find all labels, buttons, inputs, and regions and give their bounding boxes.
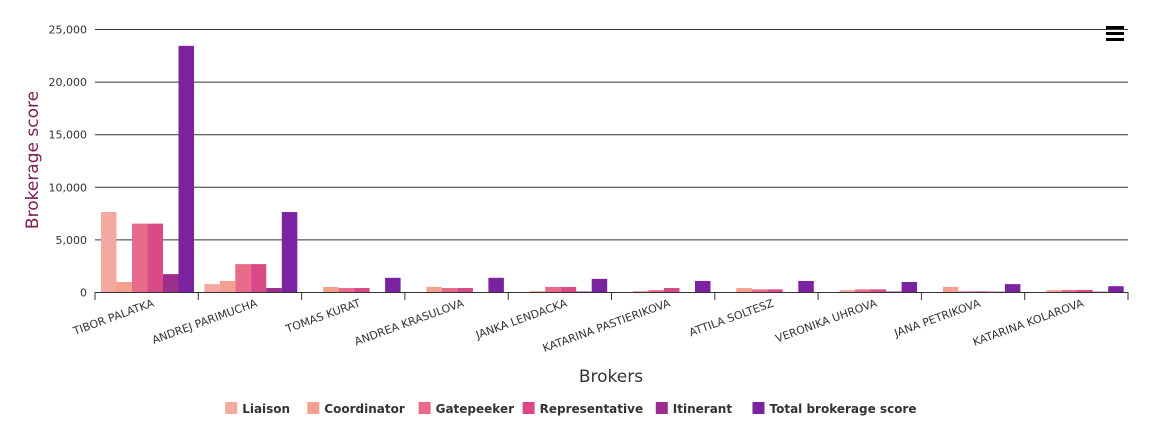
bar-coordinator[interactable] xyxy=(426,286,442,292)
bar-coordinator[interactable] xyxy=(219,280,236,292)
bar-representative[interactable] xyxy=(973,291,990,292)
legend-label: Representative xyxy=(540,402,644,416)
bar-representative[interactable] xyxy=(354,288,370,292)
legend-label: Coordinator xyxy=(324,402,405,416)
x-axis-title: Brokers xyxy=(579,367,643,387)
bar-representative[interactable] xyxy=(664,288,680,292)
bar-coordinator[interactable] xyxy=(116,282,133,292)
bar-itinerant[interactable] xyxy=(886,291,902,292)
bar-gatepeeker[interactable] xyxy=(751,289,768,292)
bar-gatepeeker[interactable] xyxy=(235,264,251,292)
chart-menu-button[interactable] xyxy=(1102,22,1128,44)
bar-total-brokerage-score[interactable] xyxy=(901,282,918,292)
bars xyxy=(101,45,1124,292)
x-tick-label: VERONIKA UHROVA xyxy=(774,296,880,345)
x-tick-label: JANA PETRIKOVA xyxy=(892,296,983,340)
bar-representative[interactable] xyxy=(1077,289,1093,292)
legend-swatch xyxy=(752,402,765,414)
bar-total-brokerage-score[interactable] xyxy=(591,278,608,292)
legend-item[interactable]: Itinerant xyxy=(655,402,733,416)
bar-coordinator[interactable] xyxy=(529,291,546,292)
bar-total-brokerage-score[interactable] xyxy=(488,277,504,292)
bar-total-brokerage-score[interactable] xyxy=(178,45,195,292)
y-tick-label: 25,000 xyxy=(49,24,88,37)
bar-representative[interactable] xyxy=(767,289,783,292)
bar-total-brokerage-score[interactable] xyxy=(281,212,298,292)
bar-gatepeeker[interactable] xyxy=(1061,289,1078,292)
x-tick-label: TOMAS KURAT xyxy=(283,297,362,336)
legend-item[interactable]: Total brokerage score xyxy=(752,402,917,416)
legend-swatch xyxy=(418,402,431,414)
x-tick-label: ANDREA KRASULOVA xyxy=(353,296,466,348)
bar-gatepeeker[interactable] xyxy=(441,288,458,292)
bar-gatepeeker[interactable] xyxy=(545,286,561,292)
bar-representative[interactable] xyxy=(250,264,267,292)
legend-swatch xyxy=(522,402,535,414)
bar-itinerant[interactable] xyxy=(266,288,282,292)
bar-coordinator[interactable] xyxy=(323,286,339,292)
bar-coordinator[interactable] xyxy=(1046,290,1062,292)
bar-liaison[interactable] xyxy=(101,212,117,292)
bar-total-brokerage-score[interactable] xyxy=(695,280,711,292)
x-tick-label: JANKA LENDACKA xyxy=(473,296,569,342)
bar-coordinator[interactable] xyxy=(736,288,752,292)
legend-label: Liaison xyxy=(242,402,290,416)
hamburger-menu-icon xyxy=(1106,26,1124,41)
bar-gatepeeker[interactable] xyxy=(648,290,665,292)
x-tick-label: TIBOR PALATKA xyxy=(71,296,157,338)
legend-item[interactable]: Gatepeeker xyxy=(418,402,514,416)
bar-coordinator[interactable] xyxy=(633,291,649,292)
x-tick-label: KATARINA KOLAROVA xyxy=(971,296,1086,348)
legend-swatch xyxy=(225,402,238,414)
bar-total-brokerage-score[interactable] xyxy=(1004,284,1021,292)
legend-item[interactable]: Coordinator xyxy=(307,402,405,416)
bar-coordinator[interactable] xyxy=(839,290,856,292)
y-tick-label: 5,000 xyxy=(56,234,88,247)
y-tick-label: 0 xyxy=(80,287,87,300)
y-tick-label: 10,000 xyxy=(49,181,88,194)
legend-label: Total brokerage score xyxy=(770,402,917,416)
x-tick-label: ATTILA SOLTESZ xyxy=(687,296,776,339)
bar-gatepeeker[interactable] xyxy=(132,223,148,292)
bar-representative[interactable] xyxy=(560,286,577,292)
y-axis-ticks: 0 5,000 10,000 15,000 20,000 25,000 xyxy=(49,24,88,300)
y-axis-title: Brokerage score xyxy=(23,91,43,229)
legend-label: Gatepeeker xyxy=(436,402,514,416)
y-tick-label: 15,000 xyxy=(49,129,88,142)
legend-item[interactable]: Liaison xyxy=(225,402,290,416)
bar-coordinator[interactable] xyxy=(942,286,959,292)
bar-itinerant[interactable] xyxy=(163,274,179,292)
bar-total-brokerage-score[interactable] xyxy=(798,280,814,292)
legend: Liaison Coordinator Gatepeeker Representati… xyxy=(225,402,917,416)
bar-representative[interactable] xyxy=(870,289,887,292)
bar-representative[interactable] xyxy=(457,288,473,292)
y-tick-label: 20,000 xyxy=(49,76,88,89)
legend-item[interactable]: Representative xyxy=(522,402,644,416)
bar-total-brokerage-score[interactable] xyxy=(385,277,401,292)
legend-label: Itinerant xyxy=(673,402,733,416)
bar-itinerant[interactable] xyxy=(576,291,592,292)
bar-representative[interactable] xyxy=(147,223,164,292)
bar-total-brokerage-score[interactable] xyxy=(1108,286,1124,292)
legend-swatch xyxy=(655,402,668,414)
bar-gatepeeker[interactable] xyxy=(338,288,355,292)
grid-lines xyxy=(95,29,1128,241)
bar-liaison[interactable] xyxy=(204,284,220,292)
x-tick-label: ANDREJ PARIMUCHA xyxy=(150,296,259,346)
bar-gatepeeker[interactable] xyxy=(855,289,871,292)
legend-swatch xyxy=(307,402,320,414)
bar-gatepeeker[interactable] xyxy=(958,291,974,292)
